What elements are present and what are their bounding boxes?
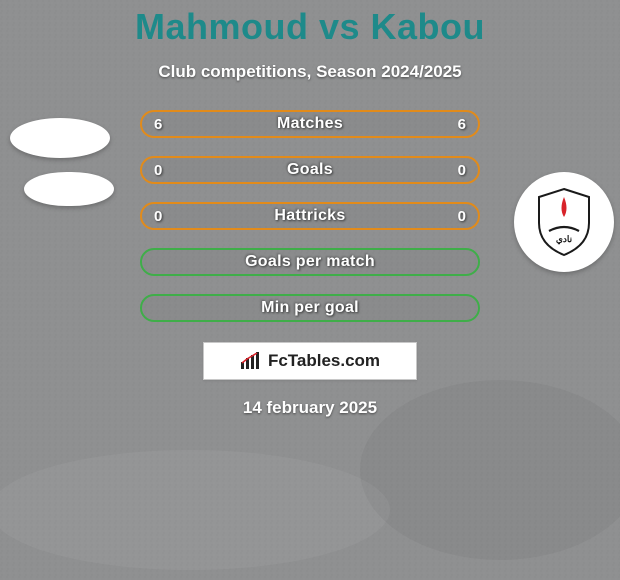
stat-bar-hattricks: 0 Hattricks 0 <box>140 202 480 230</box>
left-club-badge-1 <box>10 118 110 158</box>
stat-bar-matches: 6 Matches 6 <box>140 110 480 138</box>
stat-label: Matches <box>277 115 343 133</box>
left-club-badge-2 <box>24 172 114 206</box>
stat-label: Goals <box>287 161 333 179</box>
stat-bar-min-per-goal: Min per goal <box>140 294 480 322</box>
stat-label: Goals per match <box>245 253 375 271</box>
date-text: 14 february 2025 <box>0 398 620 418</box>
stat-bar-goals: 0 Goals 0 <box>140 156 480 184</box>
stat-bar-goals-per-match: Goals per match <box>140 248 480 276</box>
stat-value-left: 0 <box>154 162 162 179</box>
stat-label: Min per goal <box>261 299 359 317</box>
stat-value-right: 0 <box>458 208 466 225</box>
shield-icon: نادي <box>535 187 593 257</box>
page-title: Mahmoud vs Kabou <box>0 0 620 48</box>
bar-chart-icon <box>240 352 262 370</box>
subtitle: Club competitions, Season 2024/2025 <box>0 62 620 82</box>
branding-text: FcTables.com <box>268 351 380 371</box>
stat-value-right: 6 <box>458 116 466 133</box>
branding-box[interactable]: FcTables.com <box>203 342 417 380</box>
stat-value-right: 0 <box>458 162 466 179</box>
stat-value-left: 6 <box>154 116 162 133</box>
right-club-badge: نادي <box>514 172 614 272</box>
svg-text:نادي: نادي <box>556 234 572 245</box>
stat-label: Hattricks <box>274 207 345 225</box>
stat-value-left: 0 <box>154 208 162 225</box>
